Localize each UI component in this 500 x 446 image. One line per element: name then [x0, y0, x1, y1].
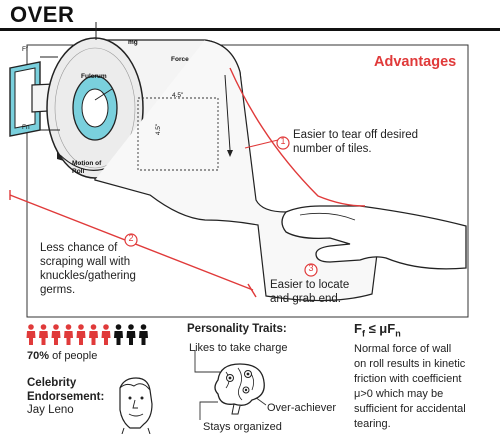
badge-1 [276, 136, 290, 150]
advantage-2-line-2: scraping wall with [40, 256, 131, 268]
advantage-2-line-3: knuckles/gathering [40, 270, 136, 282]
force-arrowhead [227, 150, 233, 157]
people-percent: 70% [27, 350, 50, 362]
advantage-1-leader [244, 139, 279, 149]
trait-stays-organized: Stays organized [203, 421, 282, 433]
badge-1-number: 1 [280, 136, 286, 146]
person-icon-red [89, 324, 98, 345]
celebrity-portrait [119, 377, 153, 434]
force-label: Force [171, 56, 189, 63]
celebrity-title-line-2: Endorsement: [27, 391, 105, 403]
formula-desc-line-1: Normal force of wall [354, 343, 452, 355]
person-icon-red [76, 324, 86, 345]
advantage-3-line-2: and grab end. [270, 293, 341, 305]
advantage-2-text: Less chance of scraping wall with knuckl… [40, 241, 136, 297]
formula-description: Normal force of wall on roll results in … [354, 342, 494, 432]
fulcrum-arrow [94, 88, 113, 101]
page-title: OVER [10, 2, 75, 27]
dim-height-label: 4.5" [155, 123, 163, 136]
personality-title: Personality Traits: [187, 323, 287, 335]
formula-desc-line-4: μ>0 which may be [354, 388, 444, 400]
badge-2 [124, 233, 138, 247]
advantage-1-line-1: Easier to tear off desired [293, 129, 419, 141]
badge-2-number: 2 [128, 233, 134, 243]
people-icons [26, 324, 148, 345]
trait-take-charge: Likes to take charge [189, 342, 288, 354]
badge-3-number: 3 [308, 263, 314, 273]
advantage-2-line-4: germs. [40, 284, 76, 296]
advantage-2-line-1: Less chance of [40, 242, 118, 254]
friction-formula: Ff ≤ μFn [354, 321, 401, 339]
trait-over-achiever: Over-achiever [267, 402, 337, 414]
roll-layer [54, 47, 136, 169]
advantage-3-text: Easier to locate and grab end. [270, 278, 349, 306]
force-arrow [224, 74, 231, 151]
celebrity-title-line-1: Celebrity [27, 377, 77, 389]
title-rule [0, 28, 500, 31]
formula-desc-line-2: on roll results in kinetic [354, 358, 466, 370]
motion-label: Motion of Roll [72, 160, 102, 175]
people-suffix: of people [49, 350, 98, 362]
people-stat: 70% of people [27, 350, 97, 362]
person-icon-red [64, 324, 73, 345]
celebrity-title: Celebrity Endorsement: [27, 376, 104, 404]
brain-illustration [194, 350, 267, 420]
diagram-frame [26, 44, 469, 318]
advantage-1-line-2: number of tiles. [293, 143, 372, 155]
person-icon-black [139, 324, 148, 345]
ff-label: Ff [22, 46, 28, 53]
hand-fold [299, 212, 356, 221]
dim-width-label: 4.5" [172, 92, 184, 99]
formula-desc-line-3: friction with coefficient [354, 373, 462, 385]
person-icon-red [26, 324, 36, 345]
advantage-3-line-1: Easier to locate [270, 279, 350, 291]
advantage-1-curve [229, 67, 366, 207]
formula-desc-line-5: sufficient for accidental [354, 403, 466, 415]
fulcrum-label: Fulcrum [81, 73, 107, 80]
advantage-1-text: Easier to tear off desired number of til… [293, 128, 418, 156]
tile-outline [137, 97, 219, 171]
badge-3 [304, 263, 318, 277]
motion-arrowhead [57, 151, 64, 161]
hand [281, 205, 467, 270]
mg-label: mg [128, 39, 138, 46]
person-icon-red [101, 324, 111, 345]
formula-desc-line-6: tearing. [354, 418, 391, 430]
person-icon-red [39, 324, 48, 345]
person-icon-red [51, 324, 61, 345]
advantage-2-tick-right [247, 283, 257, 298]
celebrity-name: Jay Leno [27, 404, 74, 416]
roll-hole [81, 88, 109, 128]
fn-label: Fn [22, 124, 30, 131]
wall-mount-inner [14, 67, 36, 129]
advantages-heading: Advantages [374, 54, 457, 70]
person-icon-black [126, 324, 136, 345]
person-icon-black [114, 324, 123, 345]
